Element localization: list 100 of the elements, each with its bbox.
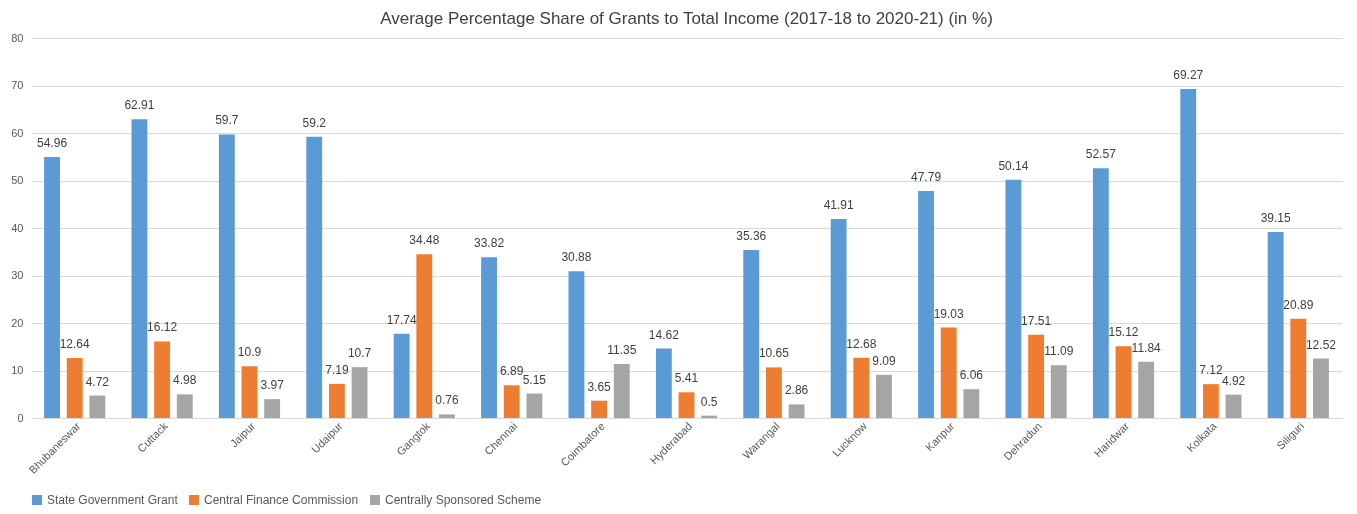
data-label: 10.7 xyxy=(347,346,372,361)
bar xyxy=(1313,358,1329,418)
bar xyxy=(918,191,934,418)
data-label: 11.35 xyxy=(607,343,637,358)
bar xyxy=(568,271,585,418)
bar xyxy=(591,400,608,418)
data-label: 35.36 xyxy=(736,229,767,244)
data-label: 69.27 xyxy=(1173,67,1204,82)
bar xyxy=(264,399,281,418)
bar xyxy=(393,333,410,418)
data-label: 10.65 xyxy=(758,346,790,361)
data-label: 50.14 xyxy=(998,158,1029,173)
chart-title: Average Percentage Share of Grants to Total Income (2017-18 to 2020-21) (in %) xyxy=(380,9,993,28)
data-label: 9.09 xyxy=(872,353,896,368)
legend-label: State Government Grant xyxy=(47,493,179,507)
data-label: 30.88 xyxy=(561,250,592,265)
data-label: 4.98 xyxy=(173,373,197,388)
bar xyxy=(743,250,760,418)
bar xyxy=(1050,365,1067,418)
bar xyxy=(853,357,870,418)
data-label: 47.79 xyxy=(911,170,942,184)
bar xyxy=(765,367,782,418)
data-label: 12.68 xyxy=(846,336,877,351)
bar xyxy=(1290,318,1307,418)
bar xyxy=(1092,168,1109,418)
data-label: 3.65 xyxy=(587,379,612,394)
bar xyxy=(131,119,148,418)
data-label: 12.52 xyxy=(1305,337,1337,352)
data-label: 10.9 xyxy=(237,345,262,360)
bar xyxy=(963,389,980,418)
bar xyxy=(89,395,106,418)
bar xyxy=(876,374,892,418)
bar xyxy=(788,404,805,418)
legend-label: Central Finance Commission xyxy=(204,493,359,507)
data-label: 16.12 xyxy=(147,320,178,335)
y-tick-label: 30 xyxy=(11,269,24,281)
data-label: 14.62 xyxy=(648,327,680,342)
bar xyxy=(1005,179,1022,418)
bar xyxy=(655,348,672,418)
data-label: 11.84 xyxy=(1131,340,1162,355)
data-label: 2.86 xyxy=(784,383,809,398)
data-label: 6.06 xyxy=(959,368,984,383)
data-label: 59.7 xyxy=(215,113,239,128)
bar xyxy=(678,392,695,418)
data-label: 17.51 xyxy=(1021,313,1052,328)
data-label: 12.64 xyxy=(59,336,91,351)
bar xyxy=(940,327,957,418)
bar xyxy=(1138,361,1155,418)
data-label: 7.19 xyxy=(325,362,349,377)
bar xyxy=(66,357,83,418)
y-tick-label: 10 xyxy=(11,364,24,376)
data-label: 0.76 xyxy=(435,393,459,408)
data-label: 62.91 xyxy=(124,98,155,113)
data-label: 33.82 xyxy=(474,236,505,251)
y-tick-label: 70 xyxy=(11,79,24,91)
data-label: 54.96 xyxy=(37,135,68,150)
bar xyxy=(1180,88,1197,418)
data-label: 41.91 xyxy=(823,197,854,212)
bar xyxy=(351,367,368,418)
y-tick-label: 80 xyxy=(11,31,24,44)
bar xyxy=(1225,394,1242,418)
bar xyxy=(1028,334,1045,418)
bar xyxy=(481,257,497,418)
data-label: 0.5 xyxy=(700,394,718,409)
y-tick-label: 50 xyxy=(11,174,24,186)
data-label: 59.2 xyxy=(302,115,327,130)
data-label: 5.15 xyxy=(522,372,547,387)
bar xyxy=(416,254,433,418)
bar xyxy=(503,385,520,418)
data-label: 34.48 xyxy=(409,233,440,248)
bar xyxy=(154,341,171,418)
bar xyxy=(613,364,630,418)
legend-label: Centrally Sponsored Scheme xyxy=(385,493,542,507)
y-tick-label: 20 xyxy=(11,316,24,329)
data-label: 11.09 xyxy=(1044,344,1074,359)
y-tick-label: 60 xyxy=(11,126,24,139)
bar xyxy=(218,134,235,418)
data-label: 15.12 xyxy=(1108,325,1139,340)
data-label: 5.41 xyxy=(674,371,699,386)
bar xyxy=(44,156,60,418)
data-label: 52.57 xyxy=(1085,147,1117,162)
bar xyxy=(439,414,455,418)
data-label: 6.89 xyxy=(500,364,524,379)
bar xyxy=(526,393,543,418)
bar xyxy=(830,218,847,418)
y-tick-label: 0 xyxy=(17,411,24,424)
bar xyxy=(1267,232,1284,418)
bar xyxy=(306,136,323,418)
data-label: 19.03 xyxy=(933,306,965,321)
bar xyxy=(241,366,258,418)
bar xyxy=(328,383,345,418)
data-label: 3.97 xyxy=(260,378,285,393)
data-label: 39.15 xyxy=(1260,211,1291,226)
bar xyxy=(176,394,193,418)
bar xyxy=(1115,346,1132,418)
data-label: 20.89 xyxy=(1283,297,1314,312)
data-label: 4.92 xyxy=(1221,373,1246,388)
data-label: 7.12 xyxy=(1199,363,1223,378)
data-label: 4.72 xyxy=(85,374,110,389)
bar xyxy=(1202,384,1219,418)
